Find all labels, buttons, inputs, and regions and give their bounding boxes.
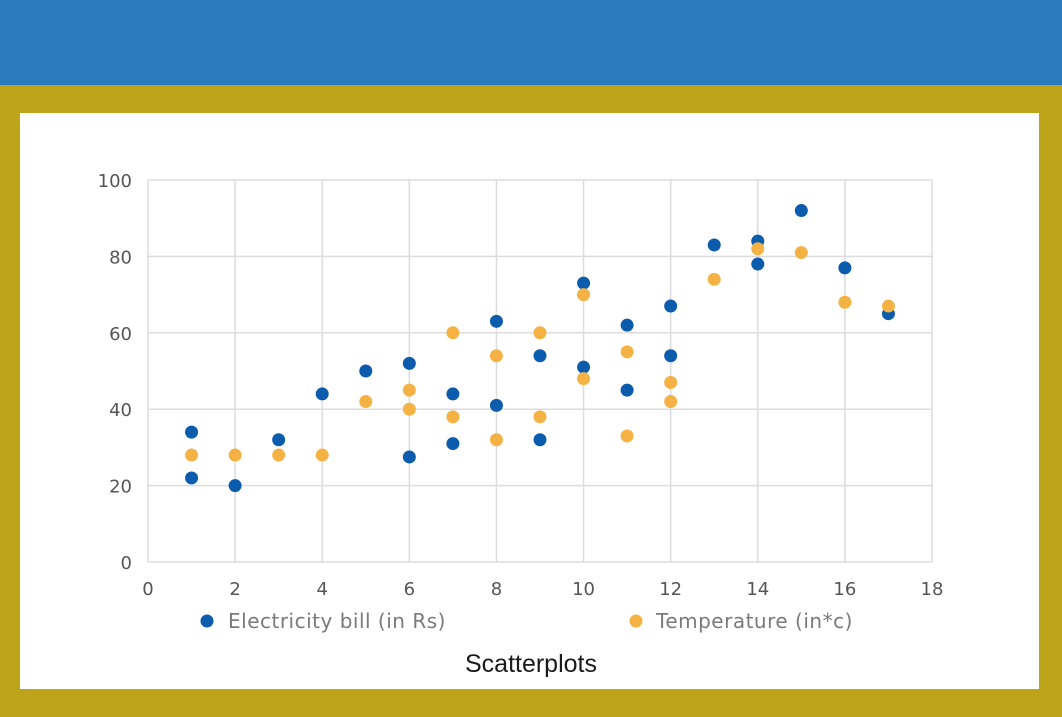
x-tick-label: 0 (142, 579, 153, 600)
electricity-bill-point (533, 433, 547, 447)
temperature-point (881, 299, 895, 313)
x-tick-label: 8 (491, 579, 502, 600)
temperature-point (185, 448, 199, 462)
header-band (0, 0, 1062, 85)
temperature-point (533, 410, 547, 424)
electricity-bill-point (402, 356, 416, 370)
temperature-point (446, 410, 460, 424)
x-tick-label: 4 (316, 579, 327, 600)
electricity-bill-point (533, 349, 547, 363)
x-tick-label: 16 (833, 579, 856, 600)
electricity-bill-point (751, 257, 765, 271)
temperature-point (228, 448, 242, 462)
electricity-bill-point (446, 437, 460, 451)
x-tick-label: 14 (746, 579, 769, 600)
legend-label: Electricity bill (in Rs) (228, 609, 446, 633)
temperature-point (359, 395, 373, 409)
electricity-bill-point (664, 299, 678, 313)
electricity-bill-point (185, 425, 199, 439)
temperature-point (577, 288, 591, 302)
temperature-point (620, 429, 634, 443)
electricity-bill-point (489, 398, 503, 412)
electricity-bill-point (577, 360, 591, 374)
legend-label: Temperature (in*c) (655, 609, 853, 633)
temperature-point (402, 383, 416, 397)
temperature-point (489, 349, 503, 363)
electricity-bill-point (402, 450, 416, 464)
electricity-bill-point (620, 383, 634, 397)
x-tick-label: 2 (229, 579, 240, 600)
x-tick-label: 6 (404, 579, 415, 600)
electricity-bill-point (359, 364, 373, 378)
electricity-bill-point (620, 318, 634, 332)
electricity-bill-point (577, 276, 591, 290)
y-tick-label: 40 (109, 400, 132, 421)
electricity-bill-point (794, 204, 808, 218)
temperature-point (751, 242, 765, 256)
y-tick-label: 60 (109, 324, 132, 345)
electricity-bill-point (664, 349, 678, 363)
electricity-bill-point (228, 479, 242, 493)
temperature-point (664, 395, 678, 409)
temperature-point (664, 375, 678, 389)
temperature-point (489, 433, 503, 447)
temperature-point (794, 246, 808, 260)
electricity-bill-point (315, 387, 329, 401)
x-tick-label: 10 (572, 579, 595, 600)
data-points (185, 204, 895, 493)
legend-marker (629, 614, 643, 628)
temperature-point (838, 295, 852, 309)
y-tick-label: 0 (121, 553, 132, 574)
electricity-bill-point (446, 387, 460, 401)
temperature-point (577, 372, 591, 386)
temperature-point (533, 326, 547, 340)
y-tick-label: 20 (109, 477, 132, 498)
chart-caption: Scatterplots (464, 650, 597, 678)
y-tick-label: 80 (109, 247, 132, 268)
electricity-bill-point (272, 433, 286, 447)
x-tick-label: 12 (659, 579, 682, 600)
electricity-bill-point (838, 261, 852, 275)
temperature-point (446, 326, 460, 340)
legend: Electricity bill (in Rs) Temperature (in*… (200, 609, 853, 633)
temperature-point (315, 448, 329, 462)
temperature-point (272, 448, 286, 462)
electricity-bill-point (489, 314, 503, 328)
temperature-point (707, 272, 721, 286)
chart-panel (20, 113, 1039, 689)
y-tick-label: 100 (98, 171, 132, 192)
legend-marker (200, 614, 214, 628)
electricity-bill-point (185, 471, 199, 485)
grid (147, 179, 933, 563)
temperature-point (402, 402, 416, 416)
temperature-point (620, 345, 634, 359)
electricity-bill-point (707, 238, 721, 252)
x-tick-label: 18 (921, 579, 944, 600)
tick-labels: 0 2 4 6 8 10 12 14 16 18 0 20 40 60 80 100 (98, 171, 944, 600)
